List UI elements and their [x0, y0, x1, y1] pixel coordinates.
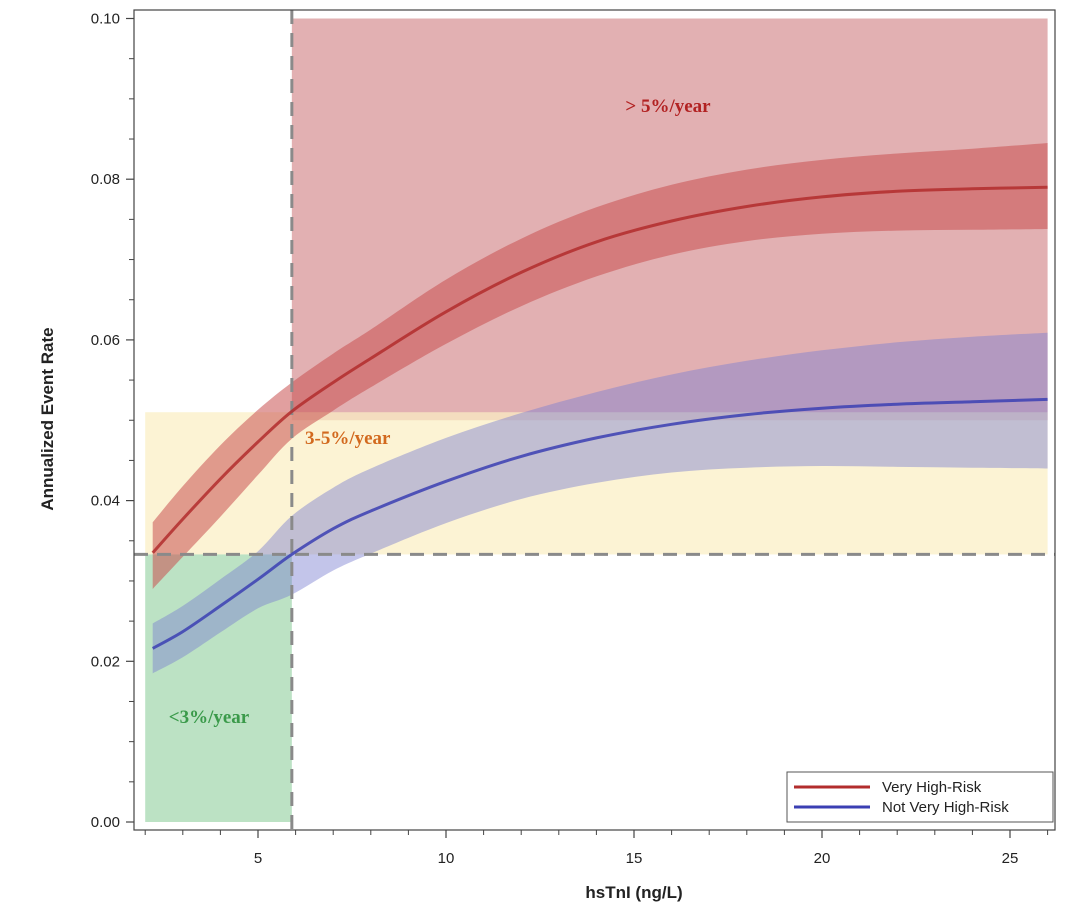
- y-tick-label: 0.00: [91, 814, 120, 831]
- x-tick-label: 10: [438, 850, 455, 867]
- zone-label-high: > 5%/year: [625, 96, 711, 117]
- series-line-very-high-risk: [151, 185, 1048, 554]
- y-tick-label: 0.10: [91, 11, 120, 28]
- x-tick-label: 20: [814, 850, 831, 867]
- series-line-not-very-high-risk: [151, 397, 1048, 650]
- y-tick-label: 0.06: [91, 332, 120, 349]
- y-tick-label: 0.04: [91, 493, 120, 510]
- x-tick-label: 5: [254, 850, 262, 867]
- series-lines: [151, 185, 1048, 650]
- zone-label-medium: 3-5%/year: [305, 428, 391, 449]
- zone-low: [145, 554, 292, 822]
- zone-label-low: <3%/year: [169, 707, 250, 728]
- x-axis-title: hsTnI (ng/L): [585, 883, 682, 902]
- y-tick-label: 0.08: [91, 171, 120, 188]
- legend: Very High-Risk Not Very High-Risk: [786, 771, 1054, 823]
- y-tick-label: 0.02: [91, 653, 120, 670]
- zone-medium: [145, 412, 1048, 555]
- axes: 0.00 0.02 0.04 0.06 0.08 0.10 5 10 15 20 25: [91, 9, 1056, 867]
- confidence-band-not-very-high-risk: [152, 332, 1048, 674]
- x-tick-label: 25: [1002, 850, 1019, 867]
- legend-label-very-high-risk: Very High-Risk: [882, 779, 982, 796]
- axis-titles: hsTnI (ng/L) Annualized Event Rate: [38, 327, 683, 902]
- zone-labels: > 5%/year 3-5%/year <3%/year: [169, 96, 711, 728]
- confidence-band-very-high-risk: [152, 143, 1048, 589]
- legend-box: [786, 771, 1054, 823]
- y-axis-title: Annualized Event Rate: [38, 327, 57, 510]
- threshold-lines: [134, 10, 1055, 830]
- x-tick-label: 15: [626, 850, 643, 867]
- legend-label-not-very-high-risk: Not Very High-Risk: [882, 799, 1009, 816]
- confidence-bands: [152, 143, 1048, 674]
